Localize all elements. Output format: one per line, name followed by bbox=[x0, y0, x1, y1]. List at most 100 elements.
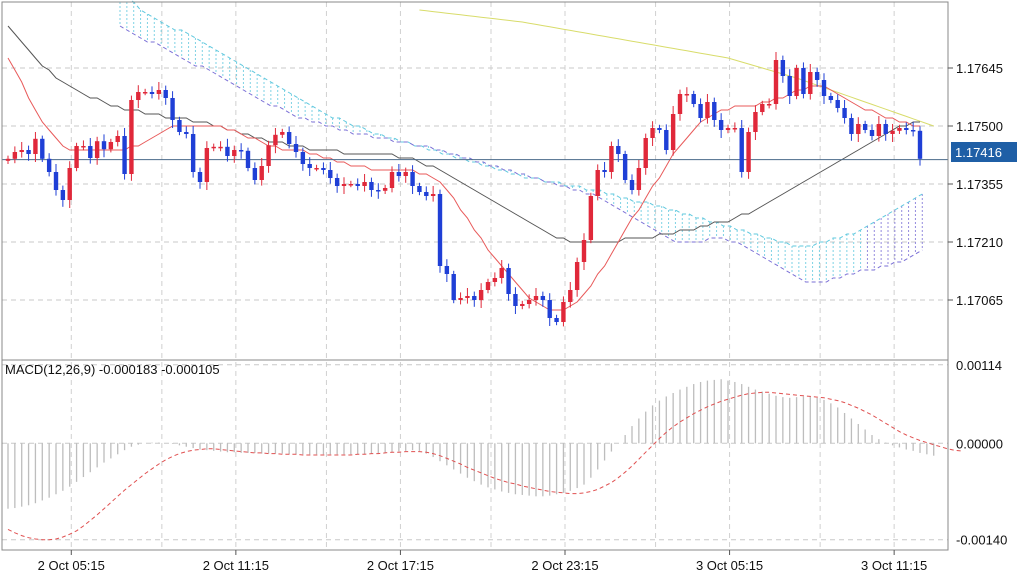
candle-body bbox=[670, 114, 676, 150]
candle-body bbox=[40, 138, 45, 159]
candle-body bbox=[184, 132, 189, 134]
candle-body bbox=[314, 168, 319, 170]
candle-body bbox=[19, 150, 24, 152]
candle-body bbox=[245, 150, 251, 168]
candle-body bbox=[129, 100, 134, 174]
candle-body bbox=[650, 128, 655, 138]
candle-body bbox=[293, 144, 299, 152]
candle-body bbox=[876, 124, 882, 136]
candle-body bbox=[266, 145, 271, 166]
price-axis: 1.17645 1.17500 1.17355 1.17210 1.17065 0.001… bbox=[948, 61, 1007, 548]
chart-frame bbox=[1, 1, 949, 551]
candle-body bbox=[403, 172, 408, 176]
candle-body bbox=[286, 132, 292, 144]
candle-body bbox=[273, 134, 278, 146]
candle-body bbox=[636, 168, 642, 190]
candle-body bbox=[917, 130, 923, 159]
price-tick-label: 1.17355 bbox=[956, 177, 1003, 192]
candle-body bbox=[88, 146, 93, 158]
ichimoku-cloud bbox=[119, 0, 923, 283]
candle-body bbox=[252, 168, 258, 180]
candle-body bbox=[691, 94, 696, 104]
candle-body bbox=[177, 120, 182, 132]
candle-body bbox=[53, 172, 59, 190]
candle-body bbox=[835, 100, 840, 108]
candle-body bbox=[746, 132, 751, 172]
candle-body bbox=[814, 72, 820, 80]
candle-body bbox=[410, 172, 415, 186]
current-price-label: 1.17416 bbox=[955, 145, 1002, 160]
candle-body bbox=[472, 296, 477, 300]
candle-body bbox=[430, 194, 436, 196]
candle-body bbox=[122, 136, 127, 174]
candle-body bbox=[136, 92, 141, 100]
candle-body bbox=[211, 146, 216, 149]
candle-body bbox=[232, 150, 237, 156]
candle-body bbox=[458, 298, 463, 300]
candle-body bbox=[485, 282, 491, 290]
candle-body bbox=[362, 182, 367, 186]
macd-title: MACD(12,26,9) -0.000183 -0.000105 bbox=[5, 362, 220, 377]
candle-body bbox=[382, 188, 388, 191]
candle-body bbox=[101, 141, 107, 150]
candle-body bbox=[883, 124, 888, 134]
candle-body bbox=[910, 130, 916, 132]
candle-body bbox=[218, 146, 223, 149]
candle-body bbox=[643, 138, 648, 168]
candle-body bbox=[677, 94, 683, 114]
candle-body bbox=[499, 268, 504, 278]
ma-red-line bbox=[7, 57, 920, 311]
candle-body bbox=[328, 170, 333, 178]
candle-body bbox=[238, 150, 244, 152]
candle-body bbox=[526, 300, 532, 304]
candle-body bbox=[26, 150, 31, 154]
candle-body bbox=[225, 146, 230, 156]
candle-body bbox=[520, 304, 525, 306]
candle-body bbox=[478, 290, 484, 300]
candle-body bbox=[856, 124, 861, 134]
time-tick-label: 2 Oct 17:15 bbox=[367, 558, 434, 573]
candle-body bbox=[12, 152, 18, 159]
candle-body bbox=[190, 134, 196, 172]
candle-body bbox=[33, 138, 38, 154]
candle-body bbox=[451, 274, 456, 300]
candle-body bbox=[574, 262, 580, 290]
time-axis: 2 Oct 05:15 2 Oct 11:15 2 Oct 17:15 2 Oct 2… bbox=[38, 550, 927, 573]
candle-body bbox=[389, 172, 395, 188]
candle-body bbox=[60, 190, 66, 200]
candle-body bbox=[622, 154, 628, 180]
candle-body bbox=[725, 128, 731, 130]
candle-body bbox=[718, 120, 724, 130]
candle-body bbox=[561, 302, 566, 322]
candle-body bbox=[506, 268, 511, 294]
candle-body bbox=[794, 68, 799, 96]
time-tick-label: 2 Oct 05:15 bbox=[38, 558, 105, 573]
candle-body bbox=[705, 102, 710, 118]
current-price-tag: 1.17416 bbox=[951, 142, 1017, 162]
candle-body bbox=[821, 80, 827, 96]
candle-body bbox=[348, 184, 354, 186]
candle-body bbox=[657, 128, 662, 130]
candle-body bbox=[602, 170, 607, 172]
candle-body bbox=[74, 146, 79, 168]
candle-body bbox=[355, 184, 360, 186]
candle-body bbox=[197, 172, 203, 182]
candle-body bbox=[869, 130, 875, 136]
time-tick-label: 3 Oct 05:15 bbox=[696, 558, 763, 573]
candle-body bbox=[842, 108, 847, 118]
candle-body bbox=[732, 128, 738, 130]
candle-body bbox=[369, 182, 374, 190]
candle-body bbox=[581, 240, 587, 262]
candle-body bbox=[170, 98, 175, 120]
candle-body bbox=[828, 96, 834, 100]
candle-body bbox=[766, 104, 772, 106]
plot-border bbox=[1, 1, 949, 551]
price-tick-label: 1.17645 bbox=[956, 61, 1003, 76]
candle-body bbox=[67, 168, 72, 200]
candle-body bbox=[204, 148, 210, 182]
candle-body bbox=[396, 172, 402, 176]
candle-body bbox=[787, 76, 792, 96]
candle-body bbox=[629, 180, 635, 190]
macd-tick-label: 0.00114 bbox=[956, 358, 1002, 373]
